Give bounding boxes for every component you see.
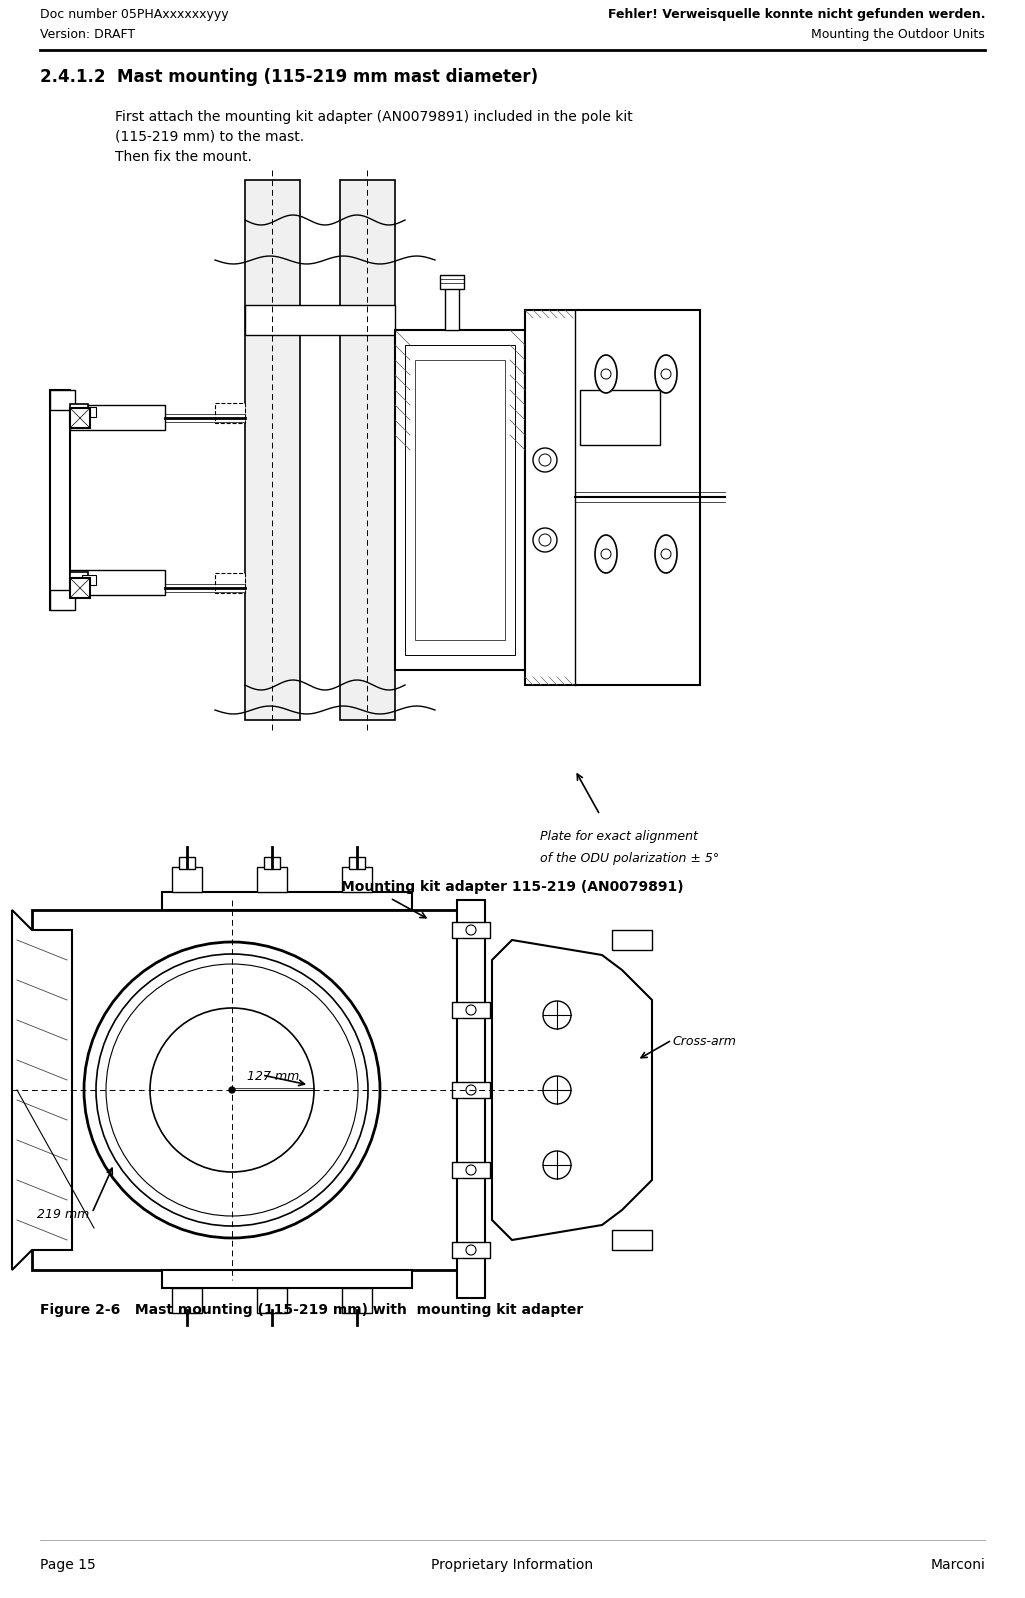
Bar <box>70 570 165 594</box>
Bar <box>405 345 515 655</box>
Bar <box>395 331 525 670</box>
Bar <box>70 404 88 420</box>
Bar <box>452 922 490 938</box>
Text: Cross-arm: Cross-arm <box>672 1036 736 1048</box>
Bar <box>452 1082 490 1098</box>
Bar <box>172 868 202 892</box>
Text: Then fix the mount.: Then fix the mount. <box>115 150 252 165</box>
Bar <box>452 1242 490 1258</box>
Text: Mounting the Outdoor Units: Mounting the Outdoor Units <box>811 29 985 42</box>
Text: 127 mm: 127 mm <box>247 1071 299 1083</box>
Bar <box>50 590 75 610</box>
Circle shape <box>466 925 476 935</box>
Bar <box>257 1288 287 1314</box>
Bar <box>70 578 90 598</box>
Ellipse shape <box>655 535 676 574</box>
Bar <box>50 390 70 610</box>
Text: Figure 2-6   Mast mounting (115-219 mm) with  mounting kit adapter: Figure 2-6 Mast mounting (115-219 mm) wi… <box>40 1302 583 1317</box>
Circle shape <box>466 1245 476 1254</box>
Circle shape <box>150 1008 314 1171</box>
Bar <box>440 275 464 289</box>
Bar <box>525 310 700 686</box>
Polygon shape <box>12 909 72 1270</box>
Bar <box>179 857 195 869</box>
Text: Version: DRAFT: Version: DRAFT <box>40 29 135 42</box>
Bar <box>82 575 96 585</box>
Text: Mounting kit adapter 115-219 (AN0079891): Mounting kit adapter 115-219 (AN0079891) <box>340 880 684 893</box>
Bar <box>245 305 395 336</box>
Text: of the ODU polarization ± 5°: of the ODU polarization ± 5° <box>540 852 720 865</box>
Circle shape <box>84 941 380 1238</box>
Bar <box>82 407 96 417</box>
Text: Plate for exact alignment: Plate for exact alignment <box>540 829 698 844</box>
Bar <box>264 857 280 869</box>
Circle shape <box>533 447 557 471</box>
Text: 219 mm: 219 mm <box>37 1208 89 1221</box>
Text: Proprietary Information: Proprietary Information <box>430 1558 593 1572</box>
Bar <box>70 404 165 430</box>
Text: Marconi: Marconi <box>930 1558 985 1572</box>
Bar <box>162 1270 412 1288</box>
Bar <box>612 1230 652 1250</box>
Circle shape <box>543 1075 571 1104</box>
Circle shape <box>533 527 557 551</box>
Ellipse shape <box>594 355 617 393</box>
Circle shape <box>543 1000 571 1029</box>
Circle shape <box>466 1085 476 1095</box>
Circle shape <box>229 1087 235 1093</box>
Circle shape <box>466 1165 476 1175</box>
Text: (115-219 mm) to the mast.: (115-219 mm) to the mast. <box>115 129 304 144</box>
Bar <box>215 403 245 423</box>
Bar <box>257 868 287 892</box>
Bar <box>612 930 652 949</box>
Bar <box>162 892 412 909</box>
Bar <box>342 1288 372 1314</box>
Bar <box>70 572 88 588</box>
Bar <box>348 857 365 869</box>
Bar <box>452 1162 490 1178</box>
Circle shape <box>543 1151 571 1179</box>
Text: Fehler! Verweisquelle konnte nicht gefunden werden.: Fehler! Verweisquelle konnte nicht gefun… <box>608 8 985 21</box>
Ellipse shape <box>594 535 617 574</box>
Bar <box>340 181 395 721</box>
Bar <box>172 1288 202 1314</box>
Bar <box>342 868 372 892</box>
Bar <box>457 900 485 1298</box>
Text: Page 15: Page 15 <box>40 1558 95 1572</box>
Text: First attach the mounting kit adapter (AN0079891) included in the pole kit: First attach the mounting kit adapter (A… <box>115 110 632 125</box>
Ellipse shape <box>655 355 676 393</box>
Bar <box>245 181 300 721</box>
Bar <box>215 574 245 593</box>
Bar <box>452 1002 490 1018</box>
Polygon shape <box>492 940 652 1240</box>
Bar <box>445 284 459 331</box>
Circle shape <box>466 1005 476 1015</box>
Bar <box>70 407 90 428</box>
Bar <box>50 390 75 411</box>
Text: Doc number 05PHAxxxxxxyyy: Doc number 05PHAxxxxxxyyy <box>40 8 229 21</box>
Bar <box>32 909 462 1270</box>
Bar <box>580 390 660 444</box>
Bar <box>415 360 505 641</box>
Text: 2.4.1.2  Mast mounting (115-219 mm mast diameter): 2.4.1.2 Mast mounting (115-219 mm mast d… <box>40 69 538 86</box>
